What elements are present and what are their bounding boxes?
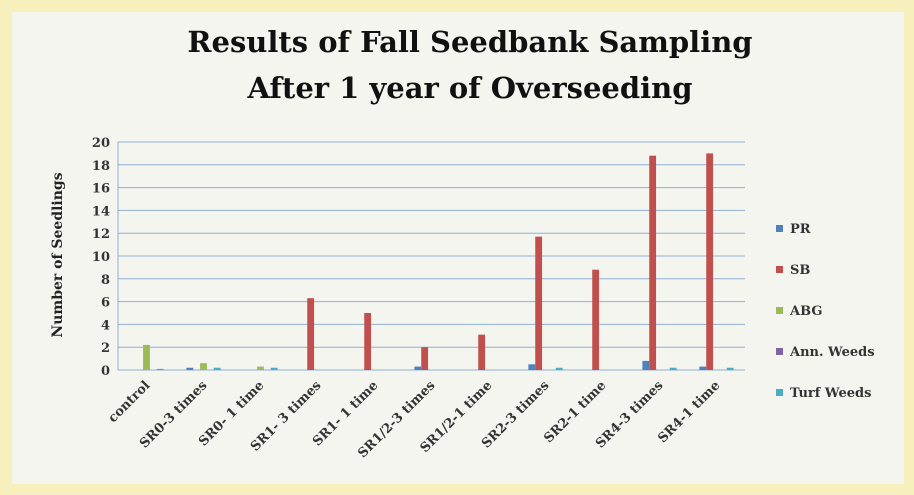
bar <box>307 298 315 370</box>
legend-swatch <box>776 389 783 396</box>
bar <box>270 367 278 370</box>
y-tick-label: 16 <box>92 182 110 197</box>
bar <box>478 334 486 370</box>
y-tick-label: 12 <box>92 227 110 242</box>
y-tick-label: 2 <box>101 341 110 356</box>
y-tick-label: 8 <box>101 273 110 288</box>
bar <box>592 269 600 370</box>
y-tick-label: 0 <box>101 364 110 379</box>
legend-label: Ann. Weeds <box>789 345 875 360</box>
bar <box>200 363 207 370</box>
bar <box>555 367 563 370</box>
chart-title: Results of Fall Seedbank Sampling <box>187 25 752 59</box>
bar <box>699 366 707 370</box>
bar <box>535 236 543 370</box>
bar <box>706 153 714 370</box>
bar <box>726 367 734 370</box>
y-tick-label: 18 <box>92 159 110 174</box>
bar <box>143 344 150 370</box>
bar <box>669 367 677 370</box>
bar <box>649 155 657 370</box>
y-tick-label: 4 <box>101 318 110 333</box>
y-tick-label: 10 <box>92 250 110 265</box>
bar <box>642 360 650 370</box>
y-tick-label: 6 <box>101 296 110 311</box>
legend-label: ABG <box>789 304 822 319</box>
chart-title: After 1 year of Overseeding <box>246 71 692 105</box>
y-tick-label: 20 <box>92 136 110 151</box>
bar <box>257 366 264 370</box>
bar <box>414 366 422 370</box>
y-axis-label: Number of Seedlings <box>50 172 66 337</box>
legend-label: Turf Weeds <box>790 386 871 401</box>
bar <box>364 313 372 370</box>
bar <box>186 367 194 370</box>
legend-label: SB <box>790 263 810 278</box>
bar <box>156 368 164 370</box>
bar <box>213 367 221 370</box>
legend-label: PR <box>790 222 811 237</box>
legend-swatch <box>776 307 783 314</box>
bar <box>528 364 536 370</box>
bar <box>421 347 429 370</box>
y-tick-label: 14 <box>92 204 110 219</box>
legend-swatch <box>776 225 783 232</box>
legend-swatch <box>776 266 783 273</box>
legend-swatch <box>776 348 783 355</box>
chart-panel <box>12 12 904 484</box>
